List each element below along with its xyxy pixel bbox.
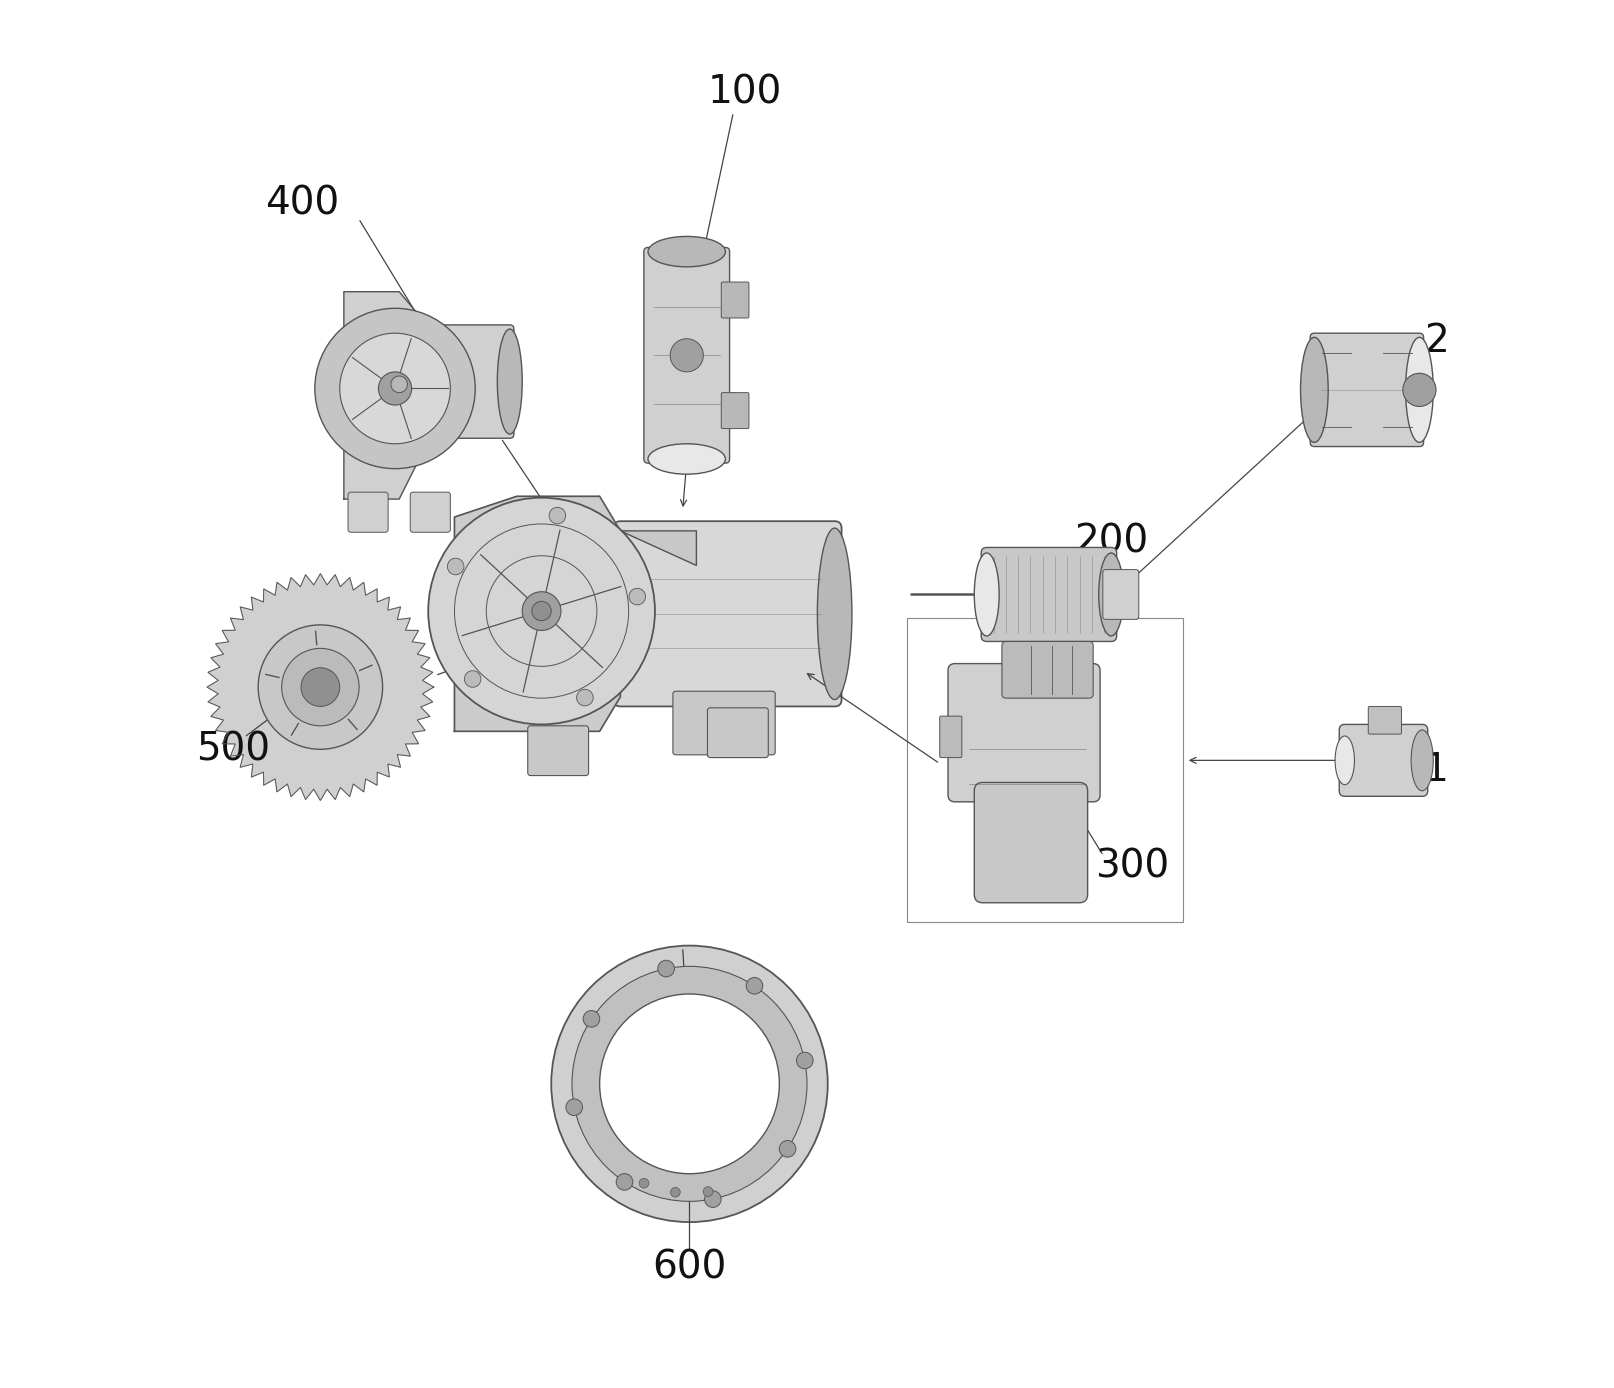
Circle shape xyxy=(796,1052,813,1069)
Polygon shape xyxy=(455,497,620,731)
Polygon shape xyxy=(207,573,434,801)
Circle shape xyxy=(583,1010,600,1027)
FancyBboxPatch shape xyxy=(1311,333,1424,447)
Circle shape xyxy=(567,1099,583,1116)
FancyBboxPatch shape xyxy=(349,493,387,532)
Ellipse shape xyxy=(975,552,999,636)
Circle shape xyxy=(378,372,412,405)
Circle shape xyxy=(465,670,481,687)
Ellipse shape xyxy=(647,444,725,475)
Circle shape xyxy=(746,977,763,994)
Circle shape xyxy=(533,601,552,620)
FancyBboxPatch shape xyxy=(410,493,450,532)
Circle shape xyxy=(576,690,594,706)
Circle shape xyxy=(670,1187,679,1196)
Polygon shape xyxy=(600,497,696,565)
FancyBboxPatch shape xyxy=(707,708,768,758)
Bar xyxy=(907,618,1183,922)
FancyBboxPatch shape xyxy=(1102,569,1139,619)
Ellipse shape xyxy=(1406,337,1433,443)
Circle shape xyxy=(780,1141,796,1158)
Circle shape xyxy=(523,591,562,630)
Text: 300: 300 xyxy=(1094,848,1169,886)
Text: 1: 1 xyxy=(1424,751,1448,788)
Circle shape xyxy=(670,339,704,372)
Ellipse shape xyxy=(1335,736,1354,784)
Circle shape xyxy=(617,1174,633,1190)
Circle shape xyxy=(549,507,565,523)
Circle shape xyxy=(705,1191,721,1208)
Text: 100: 100 xyxy=(707,74,781,111)
FancyBboxPatch shape xyxy=(1002,641,1093,698)
Circle shape xyxy=(302,668,339,706)
FancyBboxPatch shape xyxy=(939,716,962,758)
Text: 400: 400 xyxy=(265,185,339,222)
Circle shape xyxy=(428,498,655,725)
Circle shape xyxy=(339,333,450,444)
Circle shape xyxy=(315,308,475,469)
FancyBboxPatch shape xyxy=(429,325,513,439)
FancyBboxPatch shape xyxy=(947,663,1101,802)
Text: 200: 200 xyxy=(1073,523,1148,561)
Circle shape xyxy=(447,558,463,575)
FancyBboxPatch shape xyxy=(1369,706,1401,734)
FancyBboxPatch shape xyxy=(613,522,841,706)
Polygon shape xyxy=(344,291,434,500)
FancyBboxPatch shape xyxy=(975,783,1088,902)
Circle shape xyxy=(571,966,807,1202)
FancyBboxPatch shape xyxy=(644,247,730,464)
Circle shape xyxy=(629,589,646,605)
FancyBboxPatch shape xyxy=(528,726,589,776)
Text: 500: 500 xyxy=(197,730,271,769)
FancyBboxPatch shape xyxy=(721,393,749,429)
Circle shape xyxy=(659,960,675,977)
Circle shape xyxy=(552,945,828,1221)
Circle shape xyxy=(704,1187,713,1196)
Ellipse shape xyxy=(647,236,725,266)
Text: 600: 600 xyxy=(652,1249,726,1287)
FancyBboxPatch shape xyxy=(1340,725,1428,797)
Ellipse shape xyxy=(1099,552,1123,636)
Circle shape xyxy=(1403,373,1436,407)
Text: 2: 2 xyxy=(1424,322,1448,361)
FancyBboxPatch shape xyxy=(721,282,749,318)
Ellipse shape xyxy=(1411,730,1433,791)
Ellipse shape xyxy=(817,527,852,700)
Circle shape xyxy=(639,1178,649,1188)
FancyBboxPatch shape xyxy=(981,547,1117,641)
Circle shape xyxy=(600,994,780,1174)
Circle shape xyxy=(282,648,358,726)
Circle shape xyxy=(258,625,383,750)
Ellipse shape xyxy=(1301,337,1328,443)
Ellipse shape xyxy=(497,329,523,434)
FancyBboxPatch shape xyxy=(673,691,775,755)
Circle shape xyxy=(391,376,407,393)
